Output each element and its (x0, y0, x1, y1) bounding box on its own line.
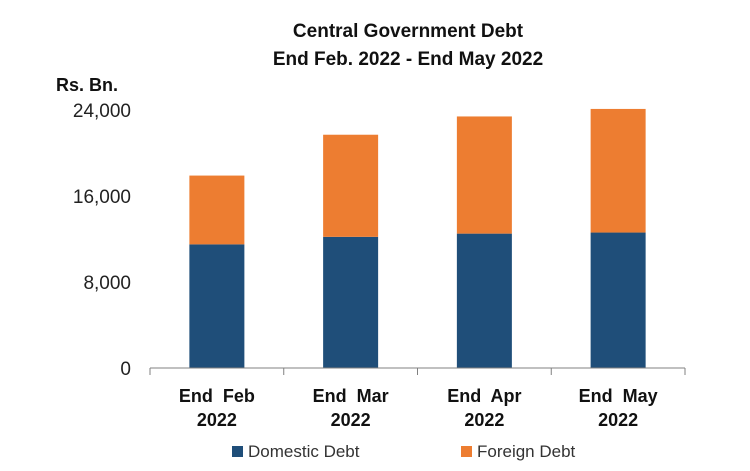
y-tick-label: 8,000 (83, 273, 131, 294)
bar-foreign-1 (189, 175, 245, 245)
legend-label-domestic: Domestic Debt (248, 442, 360, 461)
bar-foreign-4 (590, 108, 646, 233)
legend-swatch-domestic (232, 446, 243, 457)
legend-swatch-foreign (461, 446, 472, 457)
y-axis-ticks: 0 8,000 16,000 24,000 (73, 101, 131, 380)
legend-label-foreign: Foreign Debt (477, 442, 576, 461)
bar-domestic-2 (323, 236, 379, 368)
y-tick-label: 0 (120, 359, 131, 380)
y-tick-label: 24,000 (73, 101, 131, 122)
x-tick-label: End Apr 2022 (447, 386, 521, 430)
bar-domestic-3 (456, 233, 512, 368)
bars-group (189, 108, 646, 368)
bar-foreign-3 (456, 116, 512, 234)
bar-domestic-1 (189, 244, 245, 368)
x-axis-tick-labels: End Feb 2022 End Mar 2022 End Apr 2022 End May… (179, 386, 658, 430)
x-axis (149, 367, 686, 375)
legend: Domestic Debt Foreign Debt (232, 442, 576, 461)
x-tick-label: End Mar 2022 (313, 386, 389, 430)
y-tick-label: 16,000 (73, 187, 131, 208)
x-tick-label: End May 2022 (579, 386, 658, 430)
bar-foreign-2 (323, 134, 379, 237)
chart-subtitle: End Feb. 2022 - End May 2022 (273, 49, 543, 70)
x-tick-label: End Feb 2022 (179, 386, 255, 430)
y-axis-unit-label: Rs. Bn. (56, 75, 118, 95)
bar-domestic-4 (590, 232, 646, 368)
chart-title: Central Government Debt (293, 21, 524, 42)
